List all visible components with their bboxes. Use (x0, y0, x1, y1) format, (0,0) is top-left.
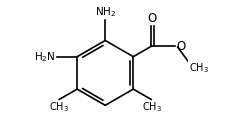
Text: CH$_3$: CH$_3$ (48, 100, 69, 114)
Text: O: O (148, 12, 157, 25)
Text: CH$_3$: CH$_3$ (142, 100, 162, 114)
Text: H$_2$N: H$_2$N (34, 50, 56, 64)
Text: O: O (176, 40, 185, 53)
Text: CH$_3$: CH$_3$ (189, 62, 209, 75)
Text: NH$_2$: NH$_2$ (95, 5, 116, 19)
